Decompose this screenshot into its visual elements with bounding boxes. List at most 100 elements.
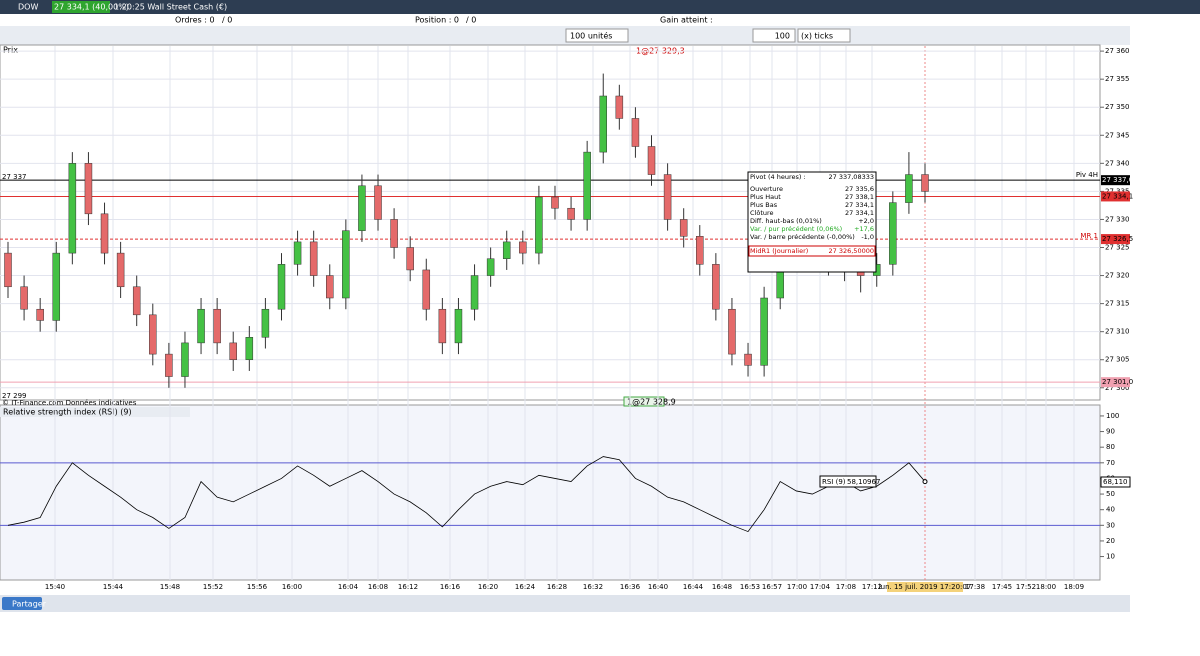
candle-body [245, 337, 254, 360]
candle-body [406, 247, 414, 271]
x-tick-label: 16:40 [648, 583, 668, 591]
gain: Gain atteint : [660, 16, 713, 25]
units-select[interactable] [565, 28, 629, 43]
candle-body [663, 174, 672, 220]
y-tick-label: 27 345 [1105, 131, 1130, 139]
candle-body [728, 308, 736, 355]
tooltip-value: 27 335,6 [845, 185, 874, 193]
x-tick-label: 17:52 [1016, 583, 1036, 591]
candle-body [100, 213, 109, 254]
instrument: 1:20:25 Wall Street Cash (€) [114, 3, 227, 12]
candle-body [213, 308, 221, 344]
candle-body [631, 118, 640, 147]
y-tick-label: 27 355 [1105, 75, 1130, 83]
tooltip-key: Var. / barre précédente (-0,00%) [750, 233, 855, 241]
symbol: DOW [18, 3, 38, 12]
candle-body [165, 353, 173, 377]
tooltip-value: +2,0 [858, 217, 874, 225]
candle-body [486, 258, 495, 276]
tooltip-key: Diff. haut-bas (0,01%) [750, 217, 822, 225]
y-tick-label: 20 [1106, 537, 1115, 545]
y-tick-label: 27 320 [1105, 272, 1130, 280]
y-tick-label: 27 360 [1105, 47, 1130, 55]
level-label: 27 326,5 [1102, 235, 1133, 243]
candle-body [905, 174, 913, 203]
candle-body [293, 241, 302, 265]
ticks-input[interactable] [752, 28, 796, 43]
level-label: 27 301,0 [1102, 378, 1133, 386]
marker-bottom: 1@27 328,9 [627, 398, 676, 407]
mr-tag: MR 1 [1080, 232, 1098, 240]
x-tick-label: 16:32 [583, 583, 603, 591]
x-tick-label: 17:04 [810, 583, 831, 591]
candle-body [68, 163, 77, 254]
x-tick-label: 16:04 [338, 583, 359, 591]
y-tick-label: 27 335 [1105, 187, 1130, 195]
candle-body [52, 252, 61, 321]
level-label: 27 337,0 [1102, 176, 1133, 184]
tooltip-value: -1,0 [861, 233, 874, 241]
tooltip-key: Pivot (4 heures) : [750, 173, 806, 181]
y-tick-label: 27 305 [1105, 356, 1130, 364]
level-box [1101, 175, 1130, 186]
rsi-last-label: 68,110 [1103, 478, 1128, 486]
candle-body [229, 342, 237, 360]
ticks-value: 100 [775, 32, 790, 41]
x-tick-label: 16:53 [740, 583, 760, 591]
x-tick-label: 15:56 [247, 583, 268, 591]
candle-body [36, 308, 44, 321]
level-label: 27 334,1 [1102, 192, 1133, 200]
tooltip-value: 27 337,08333 [829, 173, 875, 181]
y-tick-label: 27 330 [1105, 215, 1130, 223]
rsi-name: RSI (9) [822, 478, 846, 486]
candle-body [438, 308, 447, 344]
rsi-header [0, 407, 190, 417]
y-tick-label: 27 325 [1105, 244, 1130, 252]
copyright: © IT-Finance.com Données indicatives [2, 399, 137, 407]
toolbar [0, 26, 1130, 45]
y-tick-label: 40 [1106, 506, 1115, 514]
x-tick-label: 16:57 [762, 583, 782, 591]
tooltip-value: +17,6 [854, 225, 874, 233]
orders-total: / 0 [222, 16, 232, 25]
candle-body [470, 275, 479, 310]
left-top: 27 337 [2, 173, 27, 181]
y-tick-label: 100 [1106, 412, 1119, 420]
candle-body [261, 308, 270, 338]
x-tick-label: 18:09 [1064, 583, 1084, 591]
candle-body [551, 196, 559, 209]
candle-body [149, 314, 157, 355]
candle-body [502, 241, 511, 259]
ticks-select[interactable] [797, 28, 851, 43]
share-button[interactable] [2, 597, 42, 610]
tooltip-value: 27 326,50000 [829, 247, 875, 255]
candle-body [454, 308, 463, 344]
y-tick-label: 27 340 [1105, 159, 1130, 167]
x-tick-label: 16:24 [515, 583, 536, 591]
candle-body [535, 196, 543, 254]
y-tick-label: 80 [1106, 443, 1115, 451]
candle-body [583, 151, 591, 220]
tooltip-key: Clôture [750, 209, 774, 217]
level-box [1101, 191, 1130, 202]
x-tick-label: 15:52 [203, 583, 223, 591]
candle-body [760, 297, 768, 366]
candle-body [181, 342, 189, 377]
x-tick-label: 17:00 [787, 583, 807, 591]
price-panel-label: Prix [3, 46, 18, 55]
y-tick-label: 30 [1106, 521, 1115, 529]
y-tick-label: 70 [1106, 459, 1115, 467]
x-tick-label: 16:44 [683, 583, 704, 591]
x-tick-label: 15:48 [160, 583, 180, 591]
candle-body [358, 185, 366, 231]
candle-body [921, 174, 929, 192]
rsi-panel [0, 404, 1101, 581]
x-tick-label: 17:45 [992, 583, 1012, 591]
tooltip-key: Ouverture [750, 185, 783, 193]
candle-body [84, 163, 93, 215]
candle-body [889, 202, 897, 265]
level-box [1101, 234, 1130, 245]
x-tick-label: 16:12 [398, 583, 418, 591]
x-tick-label: 15:44 [103, 583, 124, 591]
